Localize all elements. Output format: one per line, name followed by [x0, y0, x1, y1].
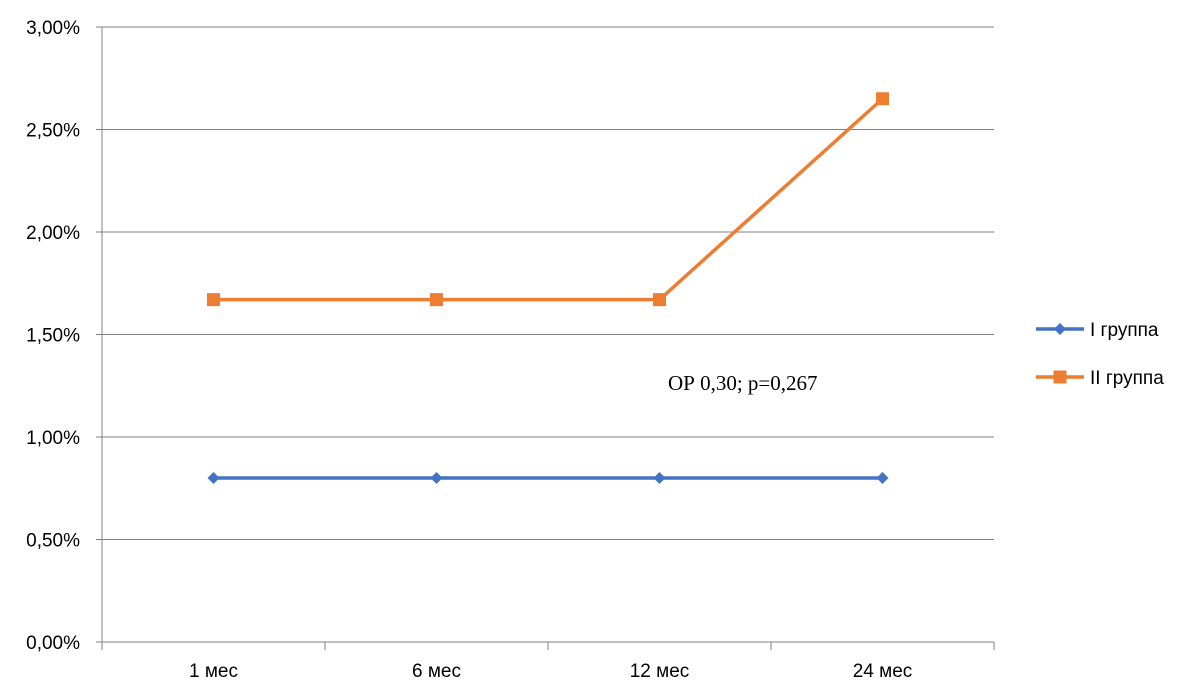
legend-swatch-marker	[1053, 370, 1067, 384]
legend-swatch-marker	[1054, 323, 1066, 335]
series-markers	[207, 92, 889, 484]
legend-label: I группа	[1090, 320, 1159, 341]
data-point-2	[430, 293, 443, 307]
data-point-2	[207, 293, 220, 307]
x-tick-label: 1 мес	[189, 661, 238, 682]
y-tick-label: 0,50%	[26, 531, 80, 552]
x-tick-label: 12 мес	[630, 661, 690, 682]
y-tick-label: 0,00%	[26, 633, 80, 654]
data-point-2	[653, 293, 666, 307]
legend: I группа II группа	[1036, 320, 1164, 389]
data-point-1	[430, 472, 443, 484]
axes	[96, 26, 995, 650]
data-point-1	[207, 472, 220, 484]
x-tick-label: 6 мес	[412, 661, 461, 682]
y-tick-label: 1,50%	[26, 326, 80, 347]
y-tick-label: 1,00%	[26, 428, 80, 449]
series-line-2	[213, 97, 884, 302]
gridlines	[102, 26, 994, 540]
y-tick-label: 3,00%	[26, 18, 80, 39]
y-tick-label: 2,50%	[26, 121, 80, 142]
data-point-1	[653, 472, 666, 484]
annotation-text: ОР 0,30; p=0,267	[668, 371, 818, 395]
data-point-2	[876, 92, 889, 106]
legend-label: II группа	[1090, 368, 1164, 389]
legend-item: II группа	[1036, 368, 1164, 389]
y-tick-label: 2,00%	[26, 223, 80, 244]
x-axis-tick-labels: 1 мес 6 мес 12 мес 24 мес	[189, 661, 912, 682]
series-lines	[213, 97, 884, 480]
x-tick-label: 24 мес	[853, 661, 913, 682]
data-point-1	[876, 472, 889, 484]
y-axis-tick-labels: 0,00% 0,50% 1,00% 1,50% 2,00% 2,50% 3,00%	[26, 18, 80, 654]
legend-item: I группа	[1036, 320, 1159, 341]
